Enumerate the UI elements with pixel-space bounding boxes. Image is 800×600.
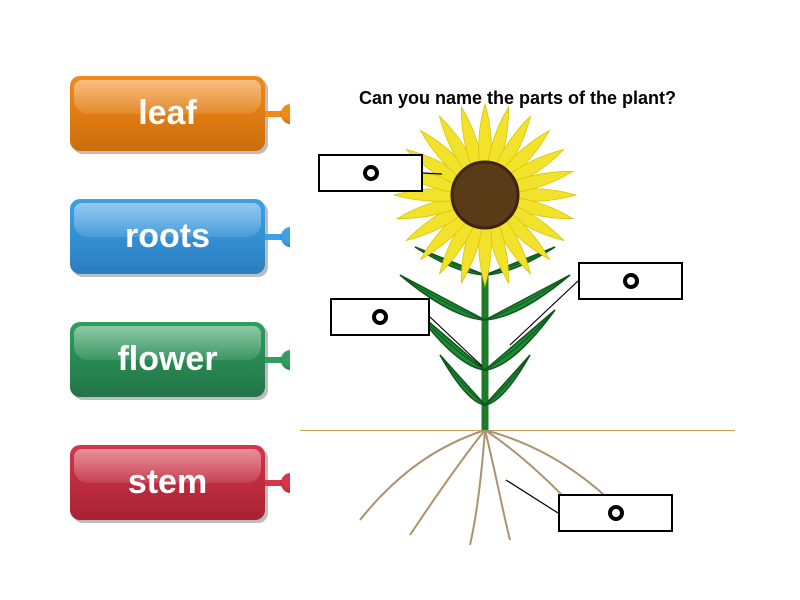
label-text: flower — [117, 340, 217, 379]
label-edge — [76, 512, 259, 516]
activity-stage: leaf roots flower stem Can you name the par… — [0, 0, 800, 600]
label-flower[interactable]: flower — [70, 322, 265, 397]
drop-target-icon — [363, 165, 379, 181]
labels-column: leaf roots flower stem — [70, 76, 265, 568]
drop-box-flower[interactable] — [318, 154, 423, 192]
label-edge — [76, 143, 259, 147]
label-text: roots — [125, 217, 210, 256]
label-text: stem — [128, 463, 207, 502]
label-pill[interactable]: roots — [70, 199, 265, 274]
drop-box-stem[interactable] — [330, 298, 430, 336]
drop-box-roots[interactable] — [558, 494, 673, 532]
label-pill[interactable]: flower — [70, 322, 265, 397]
drop-target-icon — [623, 273, 639, 289]
label-stem[interactable]: stem — [70, 445, 265, 520]
label-pill[interactable]: stem — [70, 445, 265, 520]
label-edge — [76, 389, 259, 393]
label-text: leaf — [138, 94, 197, 133]
label-pill[interactable]: leaf — [70, 76, 265, 151]
label-leaf[interactable]: leaf — [70, 76, 265, 151]
drop-box-leaf[interactable] — [578, 262, 683, 300]
drop-target-icon — [372, 309, 388, 325]
drop-target-icon — [608, 505, 624, 521]
label-roots[interactable]: roots — [70, 199, 265, 274]
plant-diagram: Can you name the parts of the plant? — [290, 70, 745, 550]
label-edge — [76, 266, 259, 270]
